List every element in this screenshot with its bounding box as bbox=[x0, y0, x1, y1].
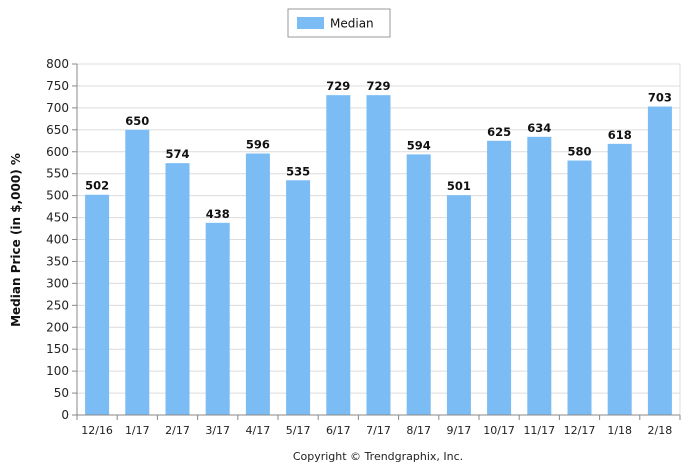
x-tick-label-7/17: 7/17 bbox=[366, 424, 391, 437]
bar-12/16 bbox=[85, 194, 110, 415]
data-label-8/17: 594 bbox=[407, 138, 431, 152]
data-label-12/17: 580 bbox=[567, 145, 591, 159]
data-label-7/17: 729 bbox=[366, 79, 390, 93]
data-label-11/17: 634 bbox=[527, 121, 551, 135]
data-label-4/17: 596 bbox=[246, 138, 270, 152]
bar-7/17 bbox=[366, 95, 391, 416]
bar-2/17 bbox=[165, 163, 190, 415]
y-tick-label: 500 bbox=[46, 189, 69, 203]
bar-3/17 bbox=[205, 222, 230, 415]
y-tick-label: 200 bbox=[46, 320, 69, 334]
x-tick-label-3/17: 3/17 bbox=[205, 424, 230, 437]
x-tick-label-11/17: 11/17 bbox=[523, 424, 555, 437]
x-tick-label-4/17: 4/17 bbox=[246, 424, 271, 437]
y-tick-label: 600 bbox=[46, 145, 69, 159]
copyright-footer: Copyright © Trendgraphix, Inc. bbox=[293, 450, 463, 463]
y-tick-label: 550 bbox=[46, 167, 69, 181]
data-label-6/17: 729 bbox=[326, 79, 350, 93]
bar-9/17 bbox=[446, 195, 471, 415]
data-label-2/18: 703 bbox=[648, 91, 672, 105]
x-tick-label-9/17: 9/17 bbox=[447, 424, 472, 437]
bars bbox=[85, 95, 672, 416]
bar-4/17 bbox=[245, 153, 270, 415]
x-axis-ticks: 12/16 1/17 2/17 3/17 4/17 5/17 6/17 7/17 8/17 9/1… bbox=[76, 415, 681, 437]
y-tick-label: 50 bbox=[54, 386, 69, 400]
y-tick-label: 350 bbox=[46, 254, 69, 268]
data-label-5/17: 535 bbox=[286, 164, 310, 178]
y-tick-label: 100 bbox=[46, 364, 69, 378]
y-axis-label: Median Price (in $,000) % bbox=[9, 153, 23, 327]
x-tick-label-5/17: 5/17 bbox=[286, 424, 311, 437]
y-axis-ticks: 0 50 100 150 200 250 300 350 400 450 500 550 600 650 7… bbox=[46, 57, 77, 422]
y-tick-label: 400 bbox=[46, 233, 69, 247]
x-tick-label-6/17: 6/17 bbox=[326, 424, 351, 437]
x-tick-label-2/18: 2/18 bbox=[648, 424, 673, 437]
x-tick-label-2/17: 2/17 bbox=[165, 424, 190, 437]
x-tick-label-1/17: 1/17 bbox=[125, 424, 150, 437]
x-tick-label-8/17: 8/17 bbox=[406, 424, 431, 437]
y-tick-label: 150 bbox=[46, 342, 69, 356]
data-label-9/17: 501 bbox=[447, 179, 471, 193]
y-tick-label: 750 bbox=[46, 79, 69, 93]
bar-6/17 bbox=[326, 95, 351, 416]
y-tick-label: 700 bbox=[46, 101, 69, 115]
y-tick-label: 300 bbox=[46, 276, 69, 290]
bar-10/17 bbox=[487, 140, 512, 415]
y-tick-label: 800 bbox=[46, 57, 69, 71]
bar-1/18 bbox=[607, 143, 632, 416]
x-tick-label-12/16: 12/16 bbox=[81, 424, 113, 437]
bar-8/17 bbox=[406, 154, 431, 415]
legend-swatch-median bbox=[297, 17, 324, 29]
data-label-3/17: 438 bbox=[206, 207, 230, 221]
legend-label-median: Median bbox=[330, 17, 374, 31]
data-label-10/17: 625 bbox=[487, 125, 511, 139]
y-tick-label: 250 bbox=[46, 298, 69, 312]
bar-5/17 bbox=[286, 180, 311, 415]
bar-12/17 bbox=[567, 160, 592, 415]
x-tick-label-1/18: 1/18 bbox=[607, 424, 632, 437]
data-label-2/17: 574 bbox=[165, 147, 189, 161]
data-label-1/17: 650 bbox=[125, 114, 149, 128]
bar-1/17 bbox=[125, 129, 150, 415]
y-tick-label: 650 bbox=[46, 123, 69, 137]
data-label-1/18: 618 bbox=[608, 128, 632, 142]
bar-2/18 bbox=[647, 106, 672, 415]
bar-11/17 bbox=[527, 136, 552, 415]
axes bbox=[76, 64, 680, 416]
data-label-12/16: 502 bbox=[85, 179, 109, 193]
x-tick-label-12/17: 12/17 bbox=[564, 424, 596, 437]
data-labels: 502 650 574 438 596 535 729 729 594 501 625 634 580 6… bbox=[85, 79, 672, 221]
y-tick-label: 450 bbox=[46, 211, 69, 225]
x-tick-label-10/17: 10/17 bbox=[483, 424, 515, 437]
y-tick-label: 0 bbox=[61, 408, 69, 422]
chart-legend: Median bbox=[287, 8, 391, 38]
